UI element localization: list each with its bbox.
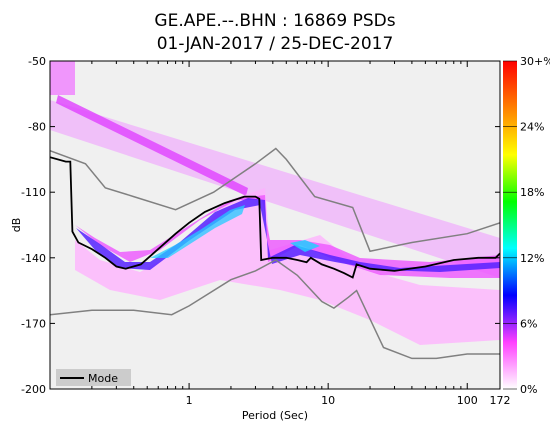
- chart-title-line1: GE.APE.--.BHN : 16869 PSDs: [154, 11, 395, 31]
- colorbar-label: 0%: [520, 383, 537, 396]
- percentile-line: [50, 259, 500, 360]
- x-tick-label: 10: [321, 394, 335, 407]
- colorbar-label: 30+%: [520, 55, 550, 68]
- y-axis-label: dB: [10, 218, 23, 233]
- y-axis: -50 -80 -110 -140 -170 -200: [21, 55, 500, 396]
- series-lines: [50, 147, 500, 360]
- colorbar-ticks: 0% 6% 12% 18% 24% 30+%: [503, 55, 550, 396]
- x-axis: 1 10 100 172: [91, 61, 511, 407]
- y-tick-label: -200: [21, 383, 46, 396]
- colorbar-label: 24%: [520, 121, 544, 134]
- psd-density-layer: [50, 61, 500, 345]
- y-tick-label: -110: [21, 186, 46, 199]
- density-band-upper: [50, 100, 500, 278]
- x-axis-label: Period (Sec): [242, 409, 308, 422]
- mode-line: [50, 156, 500, 279]
- legend-box: [56, 369, 131, 386]
- density-peak-high: [150, 205, 245, 258]
- density-core: [76, 198, 500, 272]
- chart-title-line2: 01-JAN-2017 / 25-DEC-2017: [157, 34, 394, 54]
- colorbar-label: 6%: [520, 317, 537, 330]
- colorbar: [503, 61, 517, 389]
- percentile-line: [50, 147, 500, 253]
- y-tick-label: -140: [21, 252, 46, 265]
- legend-mode-label: Mode: [88, 372, 118, 385]
- colorbar-label: 18%: [520, 186, 544, 199]
- density-block-top-left: [50, 61, 75, 95]
- x-tick-label: 1: [186, 394, 193, 407]
- x-tick-label: 100: [457, 394, 478, 407]
- density-ridge-diagonal: [56, 95, 248, 196]
- y-tick-label: -80: [28, 121, 46, 134]
- x-tick-label: 172: [490, 394, 511, 407]
- density-band-lower: [75, 188, 500, 345]
- legend: Mode: [56, 369, 131, 386]
- density-peak-microseism: [290, 240, 320, 252]
- y-tick-label: -170: [21, 317, 46, 330]
- colorbar-label: 12%: [520, 252, 544, 265]
- plot-frame: [49, 60, 501, 390]
- y-tick-label: -50: [28, 55, 46, 68]
